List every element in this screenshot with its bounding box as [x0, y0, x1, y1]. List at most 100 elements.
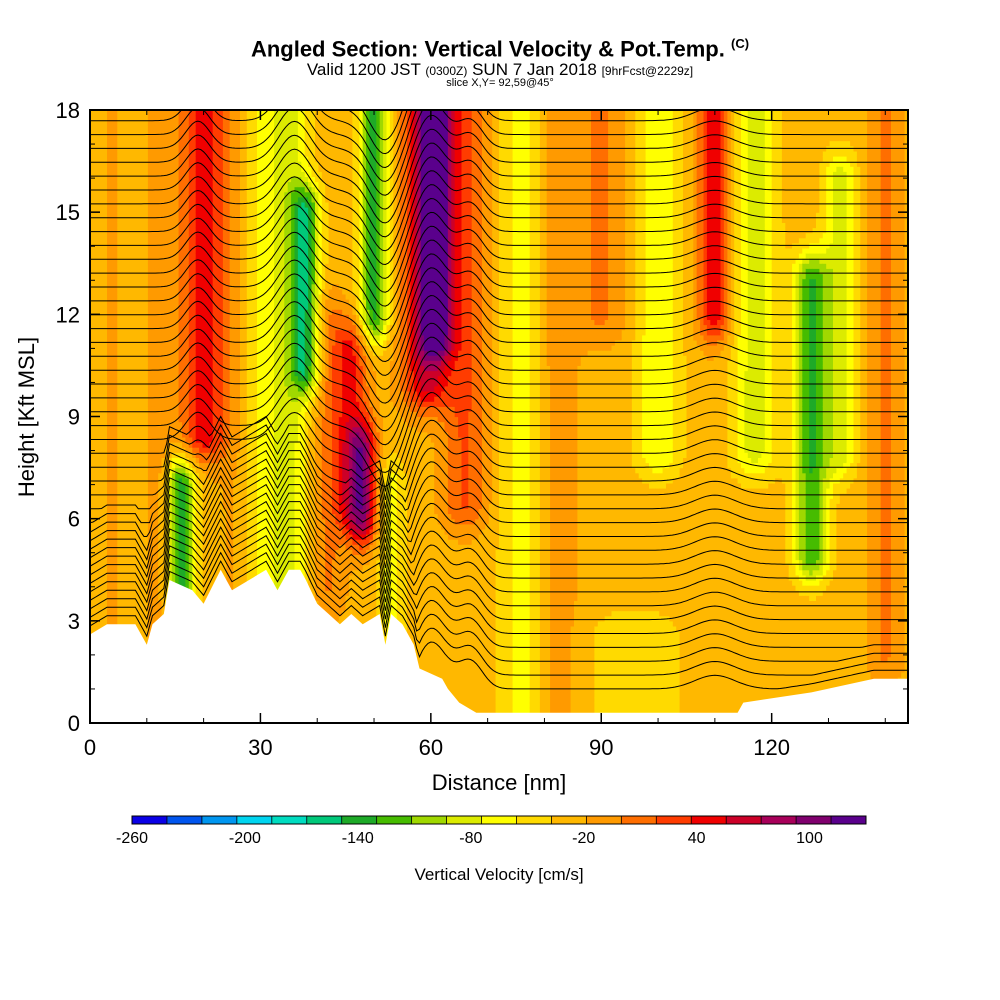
field-cell — [144, 605, 149, 612]
field-cell — [144, 416, 149, 423]
field-cell — [195, 355, 200, 361]
field-cell — [192, 580, 197, 586]
field-cell — [151, 360, 156, 366]
field-cell — [151, 161, 156, 167]
field-cell — [90, 304, 94, 310]
field-cell — [222, 477, 227, 484]
field-cell — [178, 370, 183, 377]
field-cell — [127, 411, 132, 418]
field-cell — [226, 350, 231, 356]
field-cell — [192, 523, 197, 530]
field-cell — [90, 503, 94, 509]
field-cell — [202, 534, 207, 540]
field-cell — [209, 539, 214, 545]
field-cell — [192, 498, 197, 504]
field-cell — [151, 600, 156, 607]
field-cell — [100, 299, 105, 305]
field-cell — [161, 299, 166, 305]
field-cell — [93, 462, 98, 469]
field-cell — [161, 166, 166, 172]
field-cell — [96, 472, 101, 479]
field-cell — [195, 150, 200, 157]
field-cell — [103, 181, 108, 188]
field-cell — [209, 523, 214, 530]
field-cell — [137, 191, 142, 198]
field-cell — [134, 110, 139, 116]
field-cell — [192, 247, 197, 254]
field-cell — [219, 268, 224, 275]
field-cell — [110, 559, 115, 566]
field-cell — [175, 375, 180, 382]
field-cell — [134, 176, 139, 183]
field-cell — [100, 227, 105, 234]
field-cell — [192, 309, 197, 315]
field-cell — [127, 334, 132, 341]
field-cell — [199, 477, 204, 484]
field-cell — [161, 472, 166, 479]
field-cell — [202, 416, 207, 423]
field-cell — [107, 156, 111, 162]
field-cell — [202, 411, 207, 418]
field-cell — [168, 222, 173, 229]
field-cell — [107, 319, 111, 326]
field-cell — [161, 304, 166, 310]
field-cell — [158, 293, 163, 300]
field-cell — [202, 447, 207, 453]
field-cell — [161, 503, 166, 509]
field-cell — [158, 314, 163, 320]
field-cell — [192, 350, 197, 356]
field-cell — [161, 355, 166, 361]
field-cell — [117, 247, 122, 254]
field-cell — [185, 319, 190, 326]
field-cell — [134, 472, 139, 479]
field-cell — [103, 411, 108, 418]
field-cell — [134, 518, 139, 525]
field-cell — [154, 268, 159, 275]
field-cell — [141, 539, 146, 545]
field-cell — [110, 120, 115, 126]
field-cell — [171, 421, 176, 428]
field-cell — [165, 263, 169, 269]
field-cell — [185, 523, 190, 530]
field-cell — [168, 355, 173, 361]
field-cell — [165, 355, 169, 361]
field-cell — [127, 416, 132, 423]
field-cell — [113, 350, 118, 356]
field-cell — [165, 145, 169, 152]
field-cell — [107, 610, 111, 617]
field-cell — [96, 462, 101, 469]
field-cell — [185, 503, 190, 509]
field-cell — [178, 247, 183, 254]
field-cell — [192, 135, 197, 142]
field-cell — [209, 150, 214, 157]
field-cell — [141, 513, 146, 520]
field-cell — [171, 288, 176, 295]
field-cell — [222, 350, 227, 356]
field-cell — [137, 120, 142, 126]
field-cell — [141, 273, 146, 280]
field-cell — [192, 166, 197, 172]
field-cell — [154, 416, 159, 423]
field-cell — [209, 110, 214, 116]
field-cell — [93, 625, 98, 632]
field-cell — [212, 462, 217, 469]
field-cell — [107, 181, 111, 188]
field-cell — [124, 411, 129, 418]
field-cell — [120, 447, 125, 453]
field-cell — [168, 293, 173, 300]
field-cell — [171, 191, 176, 198]
field-cell — [93, 457, 98, 464]
field-cell — [199, 401, 204, 407]
field-cell — [127, 564, 132, 571]
field-cell — [96, 120, 101, 126]
field-cell — [107, 166, 111, 172]
field-cell — [137, 467, 142, 474]
field-cell — [216, 130, 221, 137]
field-cell — [100, 201, 105, 208]
field-cell — [96, 293, 101, 300]
field-cell — [120, 544, 125, 550]
field-cell — [90, 370, 94, 377]
field-cell — [165, 110, 169, 116]
field-cell — [141, 258, 146, 264]
field-cell — [188, 365, 193, 372]
